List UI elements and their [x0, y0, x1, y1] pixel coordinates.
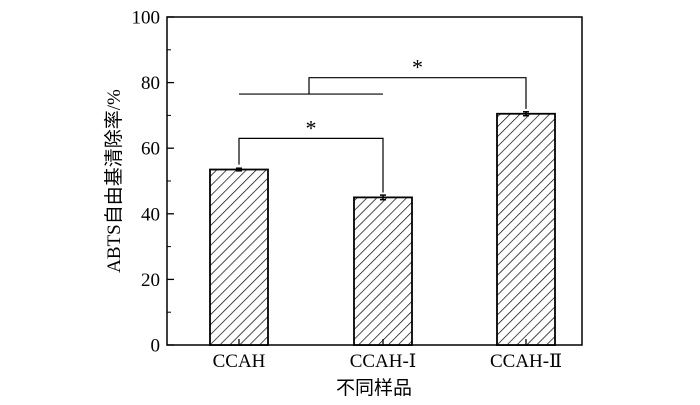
y-tick-label: 60	[141, 139, 160, 160]
y-tick-label: 100	[132, 8, 161, 29]
y-tick-label: 20	[141, 270, 160, 291]
significance-star: *	[306, 115, 317, 140]
x-tick-label: CCAH-Ⅱ	[490, 351, 562, 372]
y-tick-label: 0	[151, 336, 161, 357]
bar	[209, 168, 269, 346]
bar	[496, 112, 556, 346]
y-tick-label: 80	[141, 73, 160, 94]
bracket-ccah-ccah1	[238, 137, 384, 193]
x-tick-label: CCAH-Ⅰ	[350, 351, 417, 372]
y-axis: 0 20 40 60 80 100	[132, 8, 174, 357]
y-axis-title: ABTS自由基清除率/%	[103, 89, 125, 273]
significance-brackets: **	[238, 55, 527, 193]
x-axis: CCAH CCAH-Ⅰ CCAH-Ⅱ	[213, 339, 562, 372]
bars	[209, 111, 556, 346]
bracket-group-ccah2	[308, 77, 527, 109]
x-axis-title: 不同样品	[336, 377, 412, 399]
significance-star: *	[412, 55, 423, 80]
y-tick-label: 40	[141, 204, 160, 225]
x-tick-label: CCAH	[213, 351, 266, 372]
bar	[353, 196, 413, 346]
